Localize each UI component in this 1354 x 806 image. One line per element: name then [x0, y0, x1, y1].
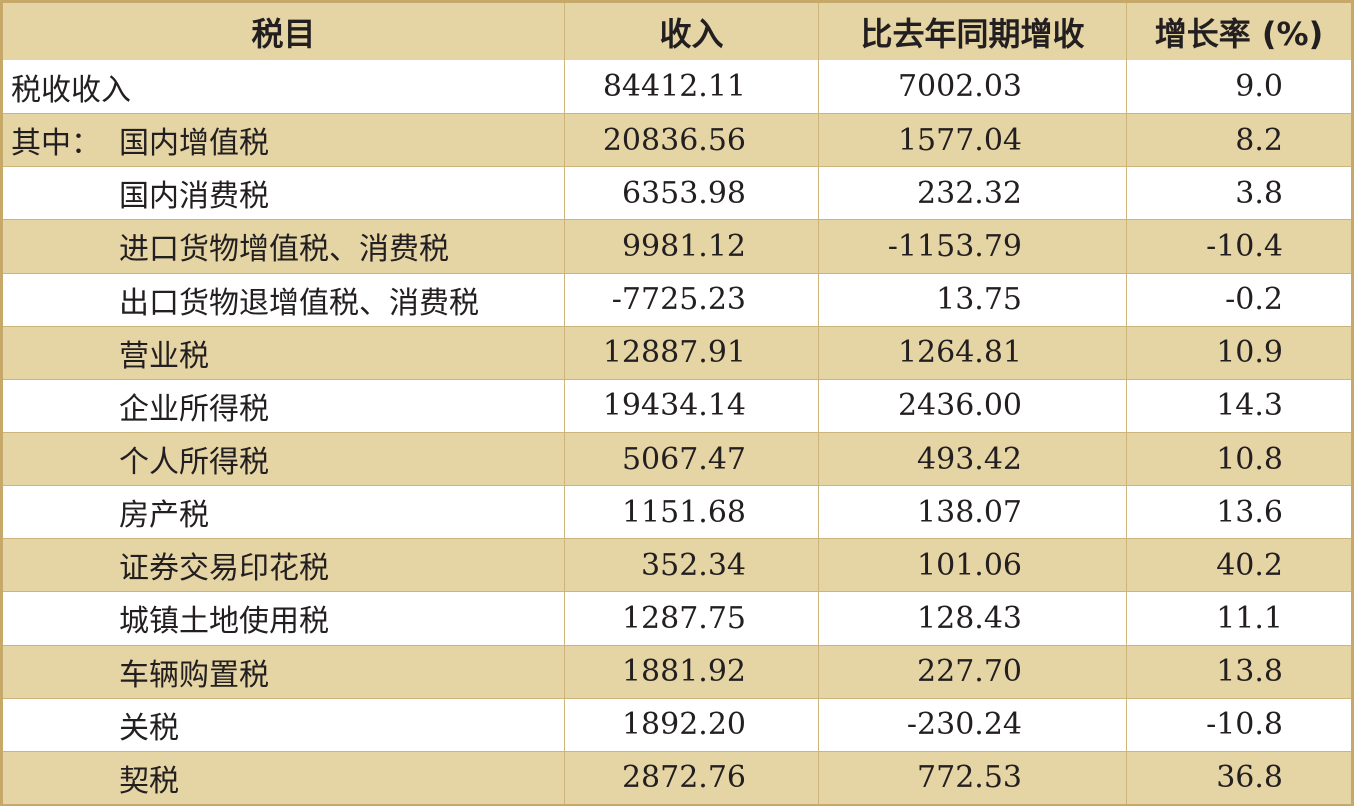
- tax-item-cell: 个人所得税: [3, 433, 564, 485]
- table-row: 城镇土地使用税 1287.75 128.43 11.1: [3, 591, 1351, 645]
- table-row: 关税 1892.20 -230.24 -10.8: [3, 697, 1351, 751]
- growth-rate-cell: 3.8: [1126, 167, 1351, 220]
- header-income: 收入: [564, 3, 818, 60]
- tax-item-prefix: 其中：: [11, 126, 101, 162]
- tax-item-cell: 其中： 国内增值税: [3, 114, 564, 166]
- growth-rate-cell: 10.8: [1126, 432, 1351, 486]
- income-cell: 1287.75: [564, 592, 818, 645]
- growth-rate-cell: 10.9: [1126, 326, 1351, 379]
- table-row: 税收收入 84412.11 7002.03 9.0: [3, 60, 1351, 114]
- tax-item-cell: 营业税: [3, 327, 564, 379]
- increase-cell: 138.07: [818, 486, 1126, 539]
- increase-cell: 1264.81: [818, 326, 1126, 379]
- table-row: 进口货物增值税、消费税 9981.12 -1153.79 -10.4: [3, 219, 1351, 273]
- table-header-row: 税目 收入 比去年同期增收 增长率 (%): [3, 3, 1351, 60]
- increase-cell: -230.24: [818, 698, 1126, 751]
- growth-rate-cell: 14.3: [1126, 379, 1351, 432]
- income-cell: 19434.14: [564, 379, 818, 432]
- increase-cell: 493.42: [818, 432, 1126, 486]
- increase-cell: 13.75: [818, 273, 1126, 326]
- table-row: 出口货物退增值税、消费税 -7725.23 13.75 -0.2: [3, 272, 1351, 326]
- income-cell: 2872.76: [564, 751, 818, 804]
- income-cell: -7725.23: [564, 273, 818, 326]
- tax-item-name: 企业所得税: [119, 391, 269, 427]
- growth-rate-cell: 36.8: [1126, 751, 1351, 804]
- header-tax-item: 税目: [251, 14, 316, 53]
- tax-item-name: 营业税: [119, 338, 209, 374]
- increase-cell: 1577.04: [818, 114, 1126, 167]
- table-row: 契税 2872.76 772.53 36.8: [3, 750, 1351, 804]
- tax-item-cell: 契税: [3, 752, 564, 804]
- tax-item-name: 关税: [119, 710, 179, 746]
- table-row: 房产税 1151.68 138.07 13.6: [3, 485, 1351, 539]
- income-cell: 352.34: [564, 539, 818, 592]
- table-row: 企业所得税 19434.14 2436.00 14.3: [3, 378, 1351, 432]
- tax-item-cell: 国内消费税: [3, 167, 564, 219]
- table-row: 证券交易印花税 352.34 101.06 40.2: [3, 538, 1351, 592]
- table-row: 营业税 12887.91 1264.81 10.9: [3, 325, 1351, 379]
- growth-rate-cell: 40.2: [1126, 539, 1351, 592]
- income-cell: 9981.12: [564, 220, 818, 273]
- tax-item-cell: 城镇土地使用税: [3, 592, 564, 644]
- tax-item-name: 城镇土地使用税: [119, 604, 329, 640]
- growth-rate-cell: 13.6: [1126, 486, 1351, 539]
- income-cell: 1881.92: [564, 645, 818, 698]
- growth-rate-cell: -0.2: [1126, 273, 1351, 326]
- table-row: 其中： 国内增值税 20836.56 1577.04 8.2: [3, 113, 1351, 167]
- tax-item-name: 车辆购置税: [119, 657, 269, 693]
- tax-item-cell: 出口货物退增值税、消费税: [3, 274, 564, 326]
- tax-item-cell: 证券交易印花税: [3, 539, 564, 591]
- income-cell: 12887.91: [564, 326, 818, 379]
- growth-rate-cell: 13.8: [1126, 645, 1351, 698]
- table-row: 车辆购置税 1881.92 227.70 13.8: [3, 644, 1351, 698]
- increase-cell: -1153.79: [818, 220, 1126, 273]
- tax-item-name: 国内增值税: [119, 126, 269, 162]
- income-cell: 6353.98: [564, 167, 818, 220]
- increase-cell: 227.70: [818, 645, 1126, 698]
- tax-item-name: 国内消费税: [119, 179, 269, 215]
- header-growth-rate: 增长率 (%): [1126, 3, 1351, 60]
- tax-item-name: 房产税: [119, 498, 209, 534]
- header-increase: 比去年同期增收: [818, 3, 1126, 60]
- increase-cell: 232.32: [818, 167, 1126, 220]
- tax-item-cell: 关税: [3, 699, 564, 751]
- tax-item-cell: 车辆购置税: [3, 646, 564, 698]
- income-cell: 20836.56: [564, 114, 818, 167]
- tax-item-name: 出口货物退增值税、消费税: [119, 285, 479, 321]
- tax-item-cell: 税收收入: [3, 60, 564, 113]
- income-cell: 1892.20: [564, 698, 818, 751]
- increase-cell: 772.53: [818, 751, 1126, 804]
- tax-item-cell: 进口货物增值税、消费税: [3, 220, 564, 272]
- tax-item-name: 税收收入: [11, 72, 131, 108]
- income-cell: 84412.11: [564, 60, 818, 114]
- growth-rate-cell: 9.0: [1126, 60, 1351, 114]
- tax-item-name: 契税: [119, 763, 179, 799]
- increase-cell: 2436.00: [818, 379, 1126, 432]
- increase-cell: 7002.03: [818, 60, 1126, 114]
- growth-rate-cell: -10.4: [1126, 220, 1351, 273]
- tax-item-cell: 房产税: [3, 486, 564, 538]
- growth-rate-cell: 8.2: [1126, 114, 1351, 167]
- income-cell: 1151.68: [564, 486, 818, 539]
- tax-item-name: 进口货物增值税、消费税: [119, 232, 449, 268]
- growth-rate-cell: -10.8: [1126, 698, 1351, 751]
- tax-item-name: 证券交易印花税: [119, 551, 329, 587]
- growth-rate-cell: 11.1: [1126, 592, 1351, 645]
- tax-item-name: 个人所得税: [119, 445, 269, 481]
- table-row: 个人所得税 5067.47 493.42 10.8: [3, 431, 1351, 486]
- tax-item-cell: 企业所得税: [3, 380, 564, 432]
- increase-cell: 101.06: [818, 539, 1126, 592]
- table-row: 国内消费税 6353.98 232.32 3.8: [3, 166, 1351, 220]
- increase-cell: 128.43: [818, 592, 1126, 645]
- income-cell: 5067.47: [564, 432, 818, 486]
